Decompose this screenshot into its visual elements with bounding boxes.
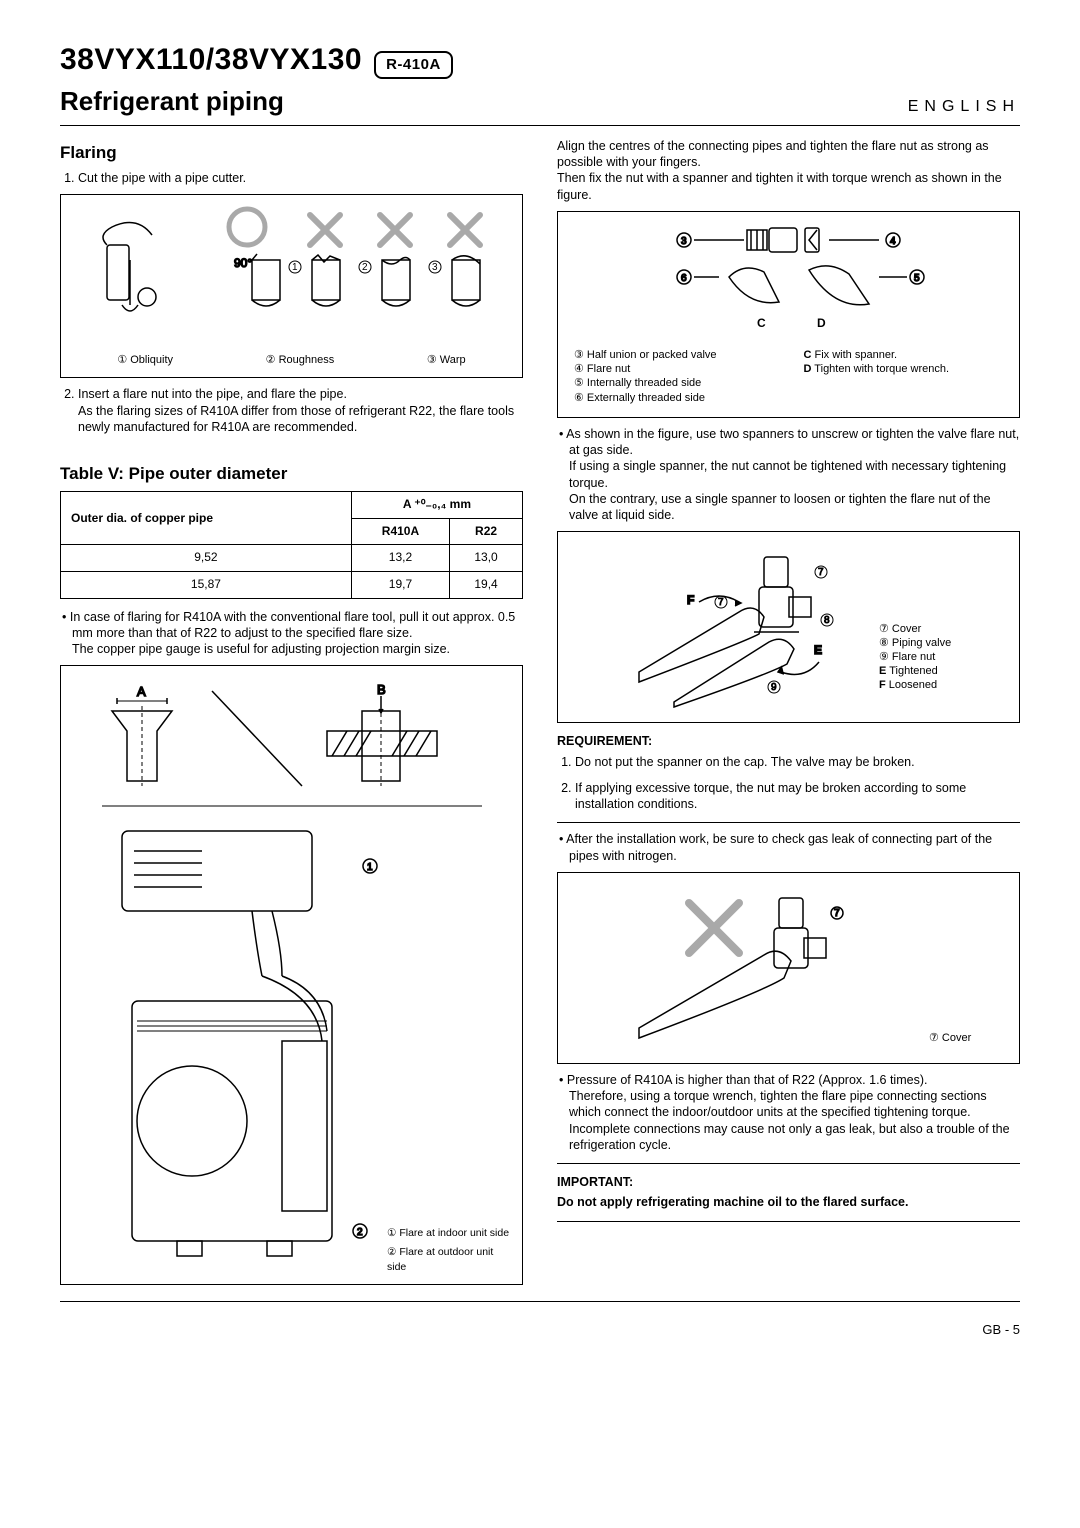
svg-text:E: E (814, 643, 822, 657)
leg-3: ③ Half union or packed valve (574, 348, 774, 362)
cell-1-2: 19,4 (450, 572, 523, 599)
header-rule (60, 125, 1020, 126)
figure-flare-units: A B (60, 665, 523, 1285)
para1a: Align the centres of the connecting pipe… (557, 139, 989, 169)
leg-5: ⑤ Internally threaded side (574, 376, 774, 390)
svg-text:5: 5 (914, 273, 920, 284)
svg-text:A: A (137, 684, 146, 699)
important-head: IMPORTANT: (557, 1174, 1020, 1190)
tablev-heading: Table V: Pipe outer diameter (60, 463, 523, 485)
align-para: Align the centres of the connecting pipe… (557, 138, 1020, 203)
svg-text:1: 1 (292, 262, 298, 273)
th-outer-dia: Outer dia. of copper pipe (61, 492, 352, 545)
svg-text:F: F (687, 593, 694, 607)
svg-text:8: 8 (824, 615, 830, 626)
figure-spanner-wrench: 3 4 6 5 C D (557, 211, 1020, 418)
svg-text:⑨ Flare nut: ⑨ Flare nut (879, 651, 935, 663)
svg-text:D: D (817, 316, 826, 330)
fig1-cap3: ③ Warp (427, 353, 466, 367)
svg-text:9: 9 (771, 682, 777, 693)
b2b: If using a single spanner, the nut canno… (569, 458, 1020, 491)
cell-1-1: 19,7 (351, 572, 449, 599)
svg-text:90°: 90° (234, 256, 252, 270)
step2-a: Insert a flare nut into the pipe, and fl… (78, 387, 347, 401)
step-2: Insert a flare nut into the pipe, and fl… (78, 386, 523, 435)
important-text: Do not apply refrigerating machine oil t… (557, 1194, 1020, 1210)
bullet-gas-leak: After the installation work, be sure to … (557, 831, 1020, 864)
svg-text:4: 4 (890, 236, 896, 247)
svg-text:3: 3 (432, 262, 438, 273)
svg-text:3: 3 (681, 236, 687, 247)
svg-text:C: C (757, 316, 766, 330)
fig2-cap2: ② Flare at outdoor unit side (387, 1245, 512, 1274)
svg-text:7: 7 (718, 597, 724, 608)
svg-text:7: 7 (834, 908, 840, 919)
svg-text:F Loosened: F Loosened (879, 679, 937, 691)
b4a: Pressure of R410A is higher than that of… (567, 1073, 928, 1087)
svg-text:E Tightened: E Tightened (879, 665, 938, 677)
cell-0-2: 13,0 (450, 545, 523, 572)
l7: ⑦ Cover (879, 623, 922, 635)
b2a: As shown in the figure, use two spanners… (566, 427, 1019, 457)
step-1: Cut the pipe with a pipe cutter. (78, 170, 523, 186)
cell-1-0: 15,87 (61, 572, 352, 599)
bullet-two-spanners: As shown in the figure, use two spanners… (557, 426, 1020, 524)
left-column: Flaring Cut the pipe with a pipe cutter.… (60, 138, 523, 1294)
svg-text:2: 2 (357, 1227, 363, 1238)
svg-text:6: 6 (681, 273, 687, 284)
note1: In case of flaring for R410A with the co… (70, 610, 515, 640)
th-r410a: R410A (351, 518, 449, 545)
svg-text:B: B (377, 682, 386, 697)
note-flare-tool: In case of flaring for R410A with the co… (60, 609, 523, 658)
section-title: Refrigerant piping (60, 85, 1020, 119)
refrigerant-badge: R-410A (374, 51, 453, 79)
leg-6: ⑥ Externally threaded side (574, 391, 774, 405)
flaring-heading: Flaring (60, 142, 523, 164)
step2-b: As the flaring sizes of R410A differ fro… (78, 404, 514, 434)
model-title: 38VYX110/38VYX130 (60, 40, 362, 79)
table-pipe-diameter: Outer dia. of copper pipe A ⁺⁰₋₀,₄ mm R4… (60, 491, 523, 598)
figure-wrong-spanner: 7 ⑦ Cover (557, 872, 1020, 1064)
th-a-tol: A ⁺⁰₋₀,₄ mm (351, 492, 522, 519)
fig1-cap2: ② Roughness (266, 353, 335, 367)
svg-text:1: 1 (367, 862, 373, 873)
svg-text:7: 7 (818, 567, 824, 578)
b4b: Therefore, using a torque wrench, tighte… (569, 1088, 1020, 1121)
svg-text:2: 2 (362, 262, 368, 273)
svg-text:⑧ Piping valve: ⑧ Piping valve (879, 637, 951, 649)
b2c: On the contrary, use a single spanner to… (569, 491, 1020, 524)
bullet-pressure: Pressure of R410A is higher than that of… (557, 1072, 1020, 1153)
rule-3 (557, 1221, 1020, 1222)
figure-valve-spanners: F E 7 7 8 9 ⑦ Cover ⑧ Piping valve ⑨ Fla… (557, 531, 1020, 723)
note2: The copper pipe gauge is useful for adju… (72, 641, 523, 657)
requirement-head: REQUIREMENT: (557, 733, 1020, 749)
cell-0-0: 9,52 (61, 545, 352, 572)
req-1: Do not put the spanner on the cap. The v… (575, 754, 1020, 770)
para1b: Then fix the nut with a spanner and tigh… (557, 171, 1002, 201)
cell-0-1: 13,2 (351, 545, 449, 572)
leg-C: C C Fix with spanner.Fix with spanner. (804, 348, 1004, 362)
svg-text:⑦ Cover: ⑦ Cover (929, 1032, 972, 1044)
leg-D: D Tighten with torque wrench. (804, 362, 1004, 376)
b4c: Incomplete connections may cause not onl… (569, 1121, 1020, 1154)
figure-pipe-cut: 90° (60, 194, 523, 378)
req-2: If applying excessive torque, the nut ma… (575, 780, 1020, 813)
th-r22: R22 (450, 518, 523, 545)
page-header: 38VYX110/38VYX130 R-410A (60, 40, 1020, 79)
right-column: Align the centres of the connecting pipe… (557, 138, 1020, 1294)
language-label: ENGLISH (908, 97, 1020, 118)
fig1-cap1: ① Obliquity (117, 353, 173, 367)
leg-4: ④ Flare nut (574, 362, 774, 376)
footer-rule (60, 1301, 1020, 1302)
fig2-cap1: ① Flare at indoor unit side (387, 1226, 512, 1241)
rule-1 (557, 822, 1020, 823)
page-footer: GB - 5 (60, 1322, 1020, 1339)
rule-2 (557, 1163, 1020, 1164)
